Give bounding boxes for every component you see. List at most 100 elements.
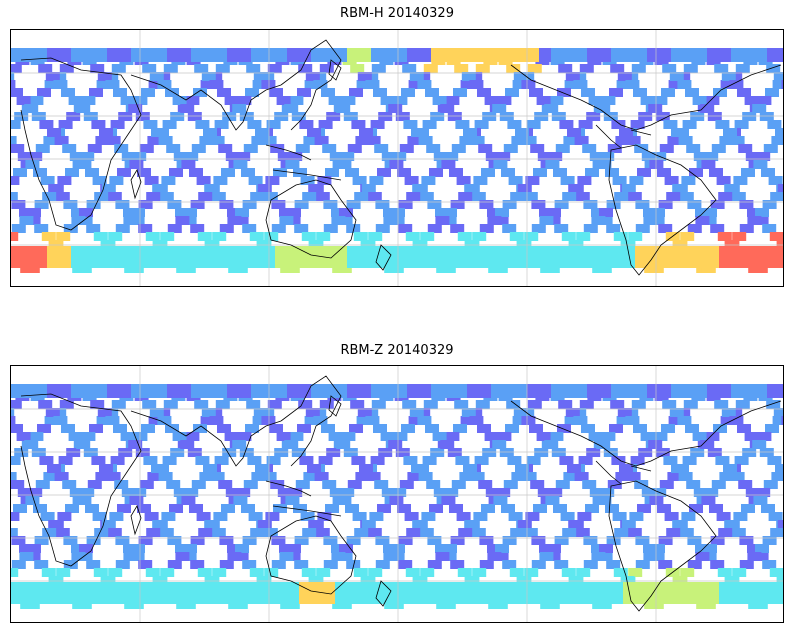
swath-segment <box>417 416 432 425</box>
swath-segment <box>549 96 564 105</box>
swath-segment <box>398 200 413 209</box>
swath-segment <box>319 400 334 409</box>
swath-band-north <box>47 384 59 398</box>
swath-segment <box>305 408 320 417</box>
swath-segment <box>741 504 755 513</box>
swath-segment <box>735 64 750 73</box>
swath-segment <box>66 112 81 121</box>
swath-segment <box>360 240 375 249</box>
swath-segment <box>185 432 200 441</box>
swath-segment <box>245 424 259 433</box>
swath-segment <box>93 568 108 577</box>
swath-segment <box>539 216 554 225</box>
swath-segment <box>481 504 495 513</box>
swath-segment <box>561 568 576 577</box>
swath-segment <box>651 544 665 553</box>
swath-segment <box>40 176 55 185</box>
swath-segment <box>63 536 78 545</box>
swath-band-south <box>71 246 83 268</box>
swath-band-south <box>299 582 311 604</box>
swath-band-north <box>335 384 347 398</box>
swath-segment <box>418 472 433 481</box>
swath-band-south <box>179 246 191 268</box>
swath-segment <box>221 168 235 177</box>
swath-segment <box>337 264 352 273</box>
swath-segment <box>419 528 434 537</box>
swath-segment <box>31 112 46 121</box>
swath-segment <box>474 120 489 129</box>
swath-segment <box>248 176 263 185</box>
swath-segment <box>739 536 754 545</box>
swath-segment <box>426 480 441 489</box>
swath-segment <box>266 456 281 465</box>
coastline-segment <box>375 244 392 271</box>
swath-segment <box>512 80 527 89</box>
swath-band-north <box>275 48 287 62</box>
swath-segment <box>725 520 740 529</box>
swath-segment <box>288 152 303 161</box>
swath-segment <box>252 80 267 89</box>
swath-band-south <box>407 582 419 604</box>
swath-segment <box>747 216 762 225</box>
swath-segment <box>773 72 783 81</box>
swath-segment <box>663 456 678 465</box>
swath-segment <box>248 512 263 521</box>
swath-segment <box>583 200 598 209</box>
swath-band-north <box>647 384 659 398</box>
swath-segment <box>87 480 102 489</box>
swath-band-north <box>623 384 635 398</box>
swath-segment <box>245 88 259 97</box>
swath-segment <box>360 576 375 585</box>
swath-band-north <box>479 384 491 398</box>
swath-segment <box>62 144 77 153</box>
swath-segment <box>583 536 598 545</box>
swath-segment <box>117 504 131 513</box>
swath-segment <box>65 504 79 513</box>
swath-segment <box>92 176 107 185</box>
swath-segment <box>24 440 39 449</box>
swath-segment <box>326 448 341 457</box>
map-panel-rbm-z <box>10 365 784 623</box>
swath-segment <box>465 184 480 193</box>
swath-band-south <box>203 246 215 268</box>
swath-segment <box>544 440 559 449</box>
swath-band-north <box>155 384 167 398</box>
swath-segment <box>612 512 627 521</box>
swath-band-south <box>575 582 587 604</box>
swath-segment <box>715 120 730 129</box>
swath-segment <box>265 512 280 521</box>
swath-segment <box>629 176 644 185</box>
swath-segment <box>242 200 257 209</box>
swath-segment <box>276 96 291 105</box>
swath-segment <box>755 208 769 217</box>
swath-segment <box>11 88 23 97</box>
swath-band-north <box>599 384 611 398</box>
swath-segment <box>181 496 196 505</box>
swath-segment <box>734 120 749 129</box>
swath-segment <box>471 528 486 537</box>
swath-segment <box>631 400 646 409</box>
swath-segment <box>328 432 343 441</box>
swath-band-north <box>575 384 587 398</box>
swath-segment <box>158 472 173 481</box>
swath-segment <box>38 400 53 409</box>
swath-segment <box>121 152 136 161</box>
swath-segment <box>13 168 27 177</box>
swath-segment <box>643 552 658 561</box>
swath-segment <box>85 168 99 177</box>
swath-segment <box>523 528 538 537</box>
swath-segment <box>11 192 18 201</box>
swath-segment <box>755 544 769 553</box>
swath-segment <box>11 64 22 73</box>
swath-segment <box>151 464 165 473</box>
swath-segment <box>752 104 767 113</box>
swath-segment <box>346 200 361 209</box>
swath-segment <box>367 528 382 537</box>
swath-band-south <box>227 582 239 604</box>
swath-segment <box>771 136 783 145</box>
swath-segment <box>521 80 536 89</box>
swath-segment <box>718 528 733 537</box>
swath-segment <box>294 560 309 569</box>
swath-segment <box>493 264 508 273</box>
swath-segment <box>707 448 722 457</box>
